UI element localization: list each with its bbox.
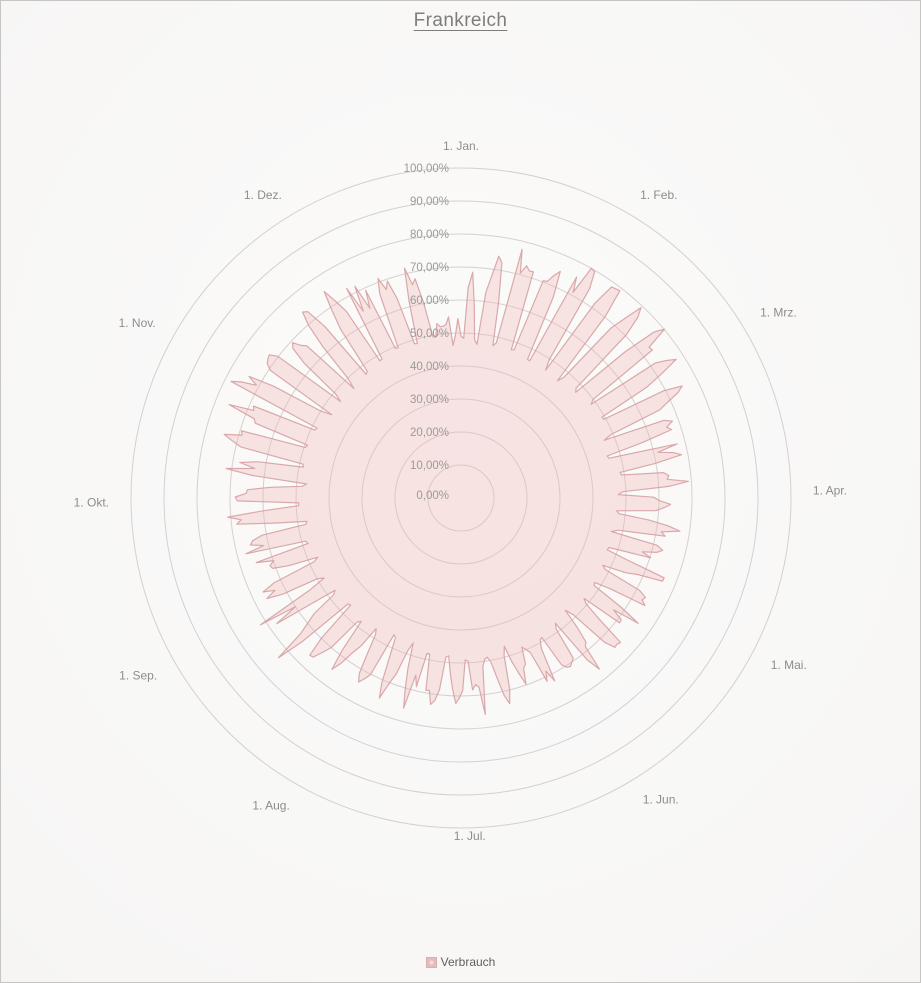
radial-axis-labels: 0,00% 10,00% 20,00% 30,00% 40,00% 50,00% 60,00… [404, 163, 449, 502]
gridline-circle [361, 398, 561, 598]
radial-tick-label: 20,00% [410, 427, 449, 439]
radial-tick-label: 90,00% [410, 196, 449, 208]
legend[interactable]: Verbrauch [1, 955, 920, 969]
radial-tick-label: 70,00% [410, 262, 449, 274]
radial-tick-label: 100,00% [404, 163, 449, 175]
gridline-circle [262, 299, 660, 697]
radial-tick-label: 30,00% [410, 394, 449, 406]
radial-tick-label: 40,00% [410, 361, 449, 373]
radial-gridlines [130, 167, 792, 829]
month-label: 1. Sep. [119, 669, 157, 683]
gridline-circle [196, 233, 726, 763]
series-verbrauch-area[interactable] [223, 248, 690, 716]
month-labels: 1. Jan. 1. Feb. 1. Mrz. 1. Apr. 1. Mai. 1. Ju… [74, 139, 847, 843]
gridline-circle [328, 365, 594, 631]
radial-tick-label: 80,00% [410, 229, 449, 241]
month-label: 1. Nov. [119, 316, 156, 330]
radial-tick-label: 0,00% [416, 490, 449, 502]
gridline-circle [229, 266, 693, 730]
month-label: 1. Mai. [771, 658, 807, 672]
month-label: 1. Feb. [640, 188, 677, 202]
gridline-circle [427, 464, 495, 532]
month-label: 1. Aug. [252, 799, 289, 813]
month-label: 1. Jul. [454, 829, 486, 843]
month-label: 1. Dez. [244, 188, 282, 202]
gridline-circle [130, 167, 792, 829]
month-label: 1. Jan. [443, 139, 479, 153]
radial-tick-label: 50,00% [410, 328, 449, 340]
chart-title[interactable]: Frankreich [413, 10, 508, 31]
legend-label: Verbrauch [440, 955, 496, 969]
month-label: 1. Jun. [643, 793, 679, 807]
gridline-circle [163, 200, 759, 796]
gridline-circle [394, 431, 528, 565]
radial-tick-label: 60,00% [410, 295, 449, 307]
month-label: 1. Apr. [813, 483, 847, 497]
month-label: 1. Okt. [74, 496, 109, 510]
radial-tick-label: 10,00% [410, 460, 449, 472]
month-label: 1. Mrz. [760, 306, 797, 320]
legend-swatch-icon [425, 956, 437, 968]
